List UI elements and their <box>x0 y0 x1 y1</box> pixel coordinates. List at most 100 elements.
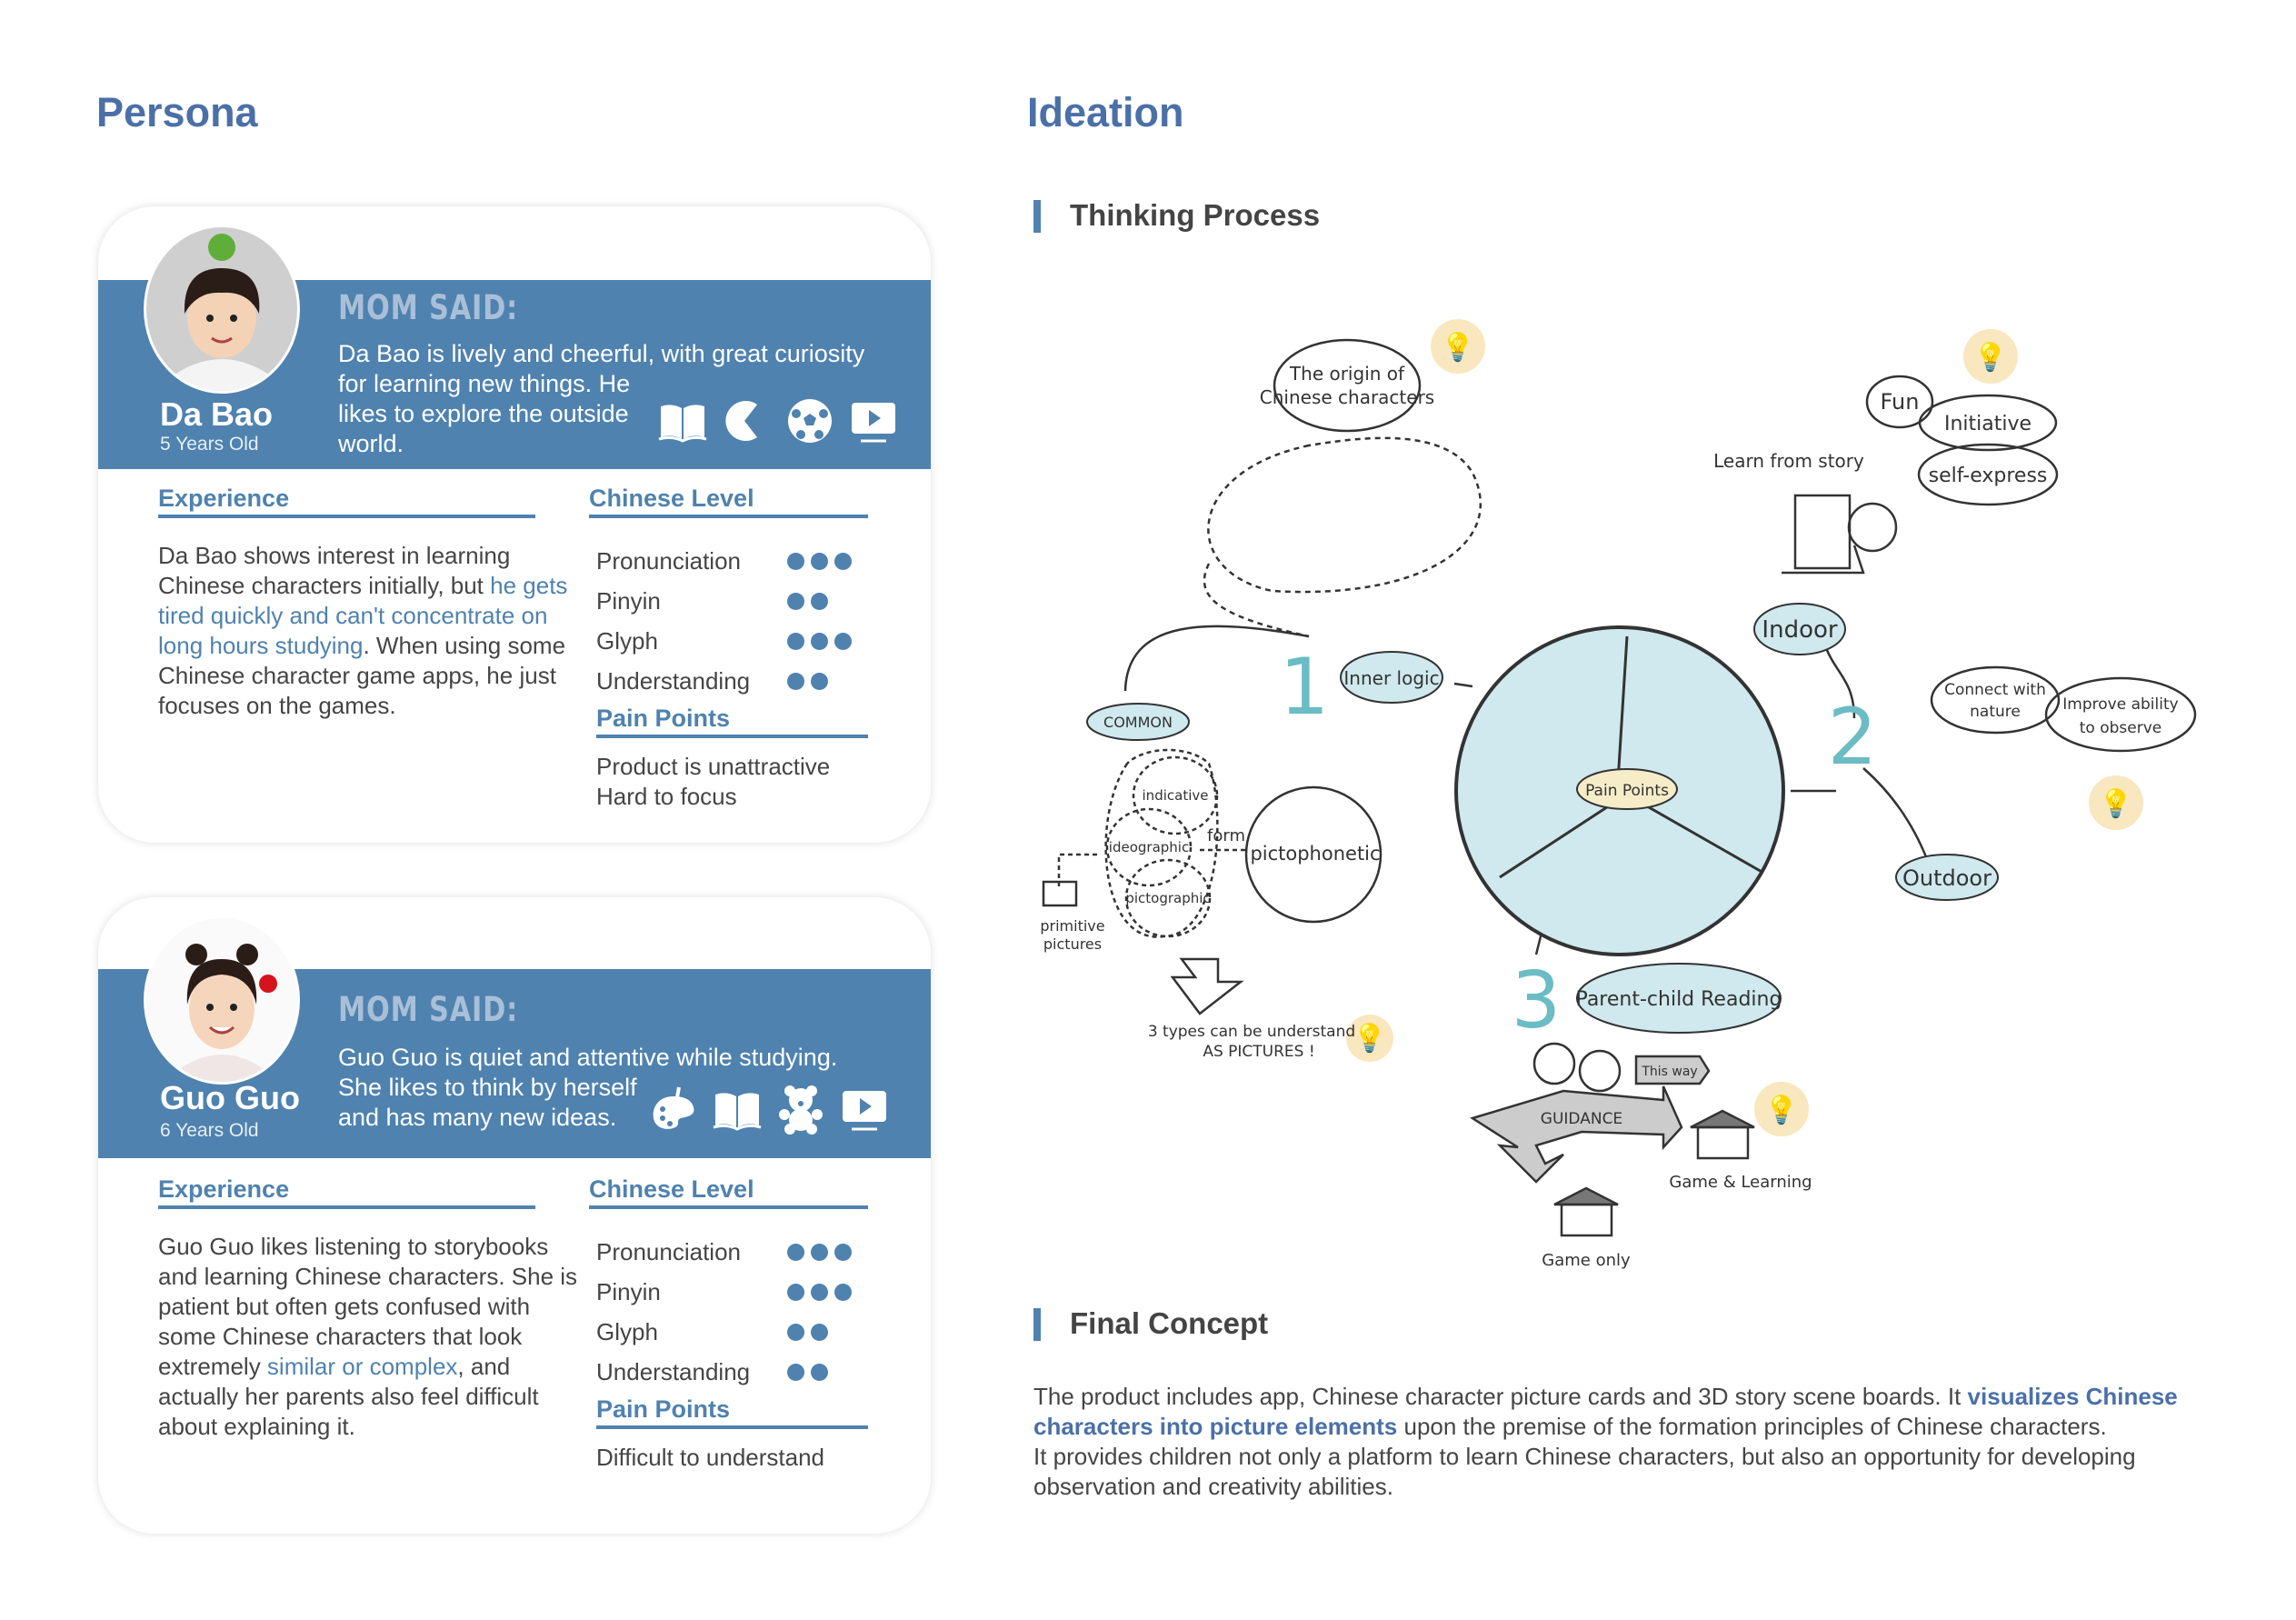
level-label: Glyph <box>596 1317 658 1345</box>
persona-age: 6 Years Old <box>160 1120 259 1141</box>
level-row: Glyph <box>596 621 852 661</box>
sketch-label: Game only <box>1542 1251 1631 1270</box>
sketch-label: 3 types can be understand <box>1148 1023 1355 1041</box>
level-label: Pinyin <box>596 586 661 615</box>
rating-dot <box>834 632 852 650</box>
avatar <box>144 225 300 394</box>
chinese-level-list: Pronunciation Pinyin Glyph Understanding <box>596 541 852 701</box>
sketch-label: Improve ability <box>2062 695 2178 714</box>
sketch-label: Connect with <box>1944 681 2046 699</box>
final-concept-heading: Final Concept <box>1033 1306 1268 1341</box>
description-line: Da Bao is lively and cheerful, with grea… <box>338 340 865 367</box>
svg-text:💡: 💡 <box>2099 787 2132 820</box>
rating-dot <box>787 1323 804 1341</box>
pain-point: Hard to focus <box>596 783 737 810</box>
rating-dot <box>834 552 852 570</box>
level-rating <box>787 1323 828 1341</box>
persona-card-da-bao: Da Bao 5 Years Old MOM SAID: Da Bao is l… <box>98 206 931 843</box>
soccer-ball-icon <box>784 395 835 446</box>
description-line: for learning new things. He <box>338 370 631 397</box>
sketch-label: form <box>1207 826 1245 845</box>
persona-description: Guo Guo is quiet and attentive while stu… <box>338 1043 893 1133</box>
pain-point: Difficult to understand <box>596 1444 824 1471</box>
highlighted-text: he gets tired quickly and can't concentr… <box>158 572 568 659</box>
rating-dot <box>787 592 804 610</box>
persona-description: Da Bao is lively and cheerful, with grea… <box>338 339 893 459</box>
rating-dot <box>811 1323 828 1341</box>
description-line: Guo Guo is quiet and attentive while stu… <box>338 1044 838 1071</box>
interest-icons <box>648 1084 890 1135</box>
sketch-label: Initiative <box>1944 413 2031 435</box>
sketch-label: ideographic <box>1109 839 1189 855</box>
level-rating <box>787 592 828 610</box>
svg-text:💡: 💡 <box>1353 1022 1386 1055</box>
pain-point: Product is unattractive <box>596 753 831 780</box>
final-concept-text: The product includes app, Chinese charac… <box>1033 1382 2215 1502</box>
experience-text: Da Bao shows interest in learning Chines… <box>158 541 585 721</box>
text-segment: Guo Guo likes listening to storybooks an… <box>158 1233 578 1380</box>
level-row: Pinyin <box>596 581 852 621</box>
pacman-icon <box>721 395 772 446</box>
persona-name: Da Bao <box>160 395 274 433</box>
thinking-process-sketch: 💡 💡 💡 💡 💡 The origin of Chinese characters F… <box>1040 319 2197 1270</box>
rating-dot <box>811 552 828 570</box>
level-row: Glyph <box>596 1312 852 1352</box>
level-rating <box>787 1283 852 1301</box>
avatar <box>144 915 300 1085</box>
level-row: Understanding <box>596 1352 852 1392</box>
experience-text: Guo Guo likes listening to storybooks an… <box>158 1232 585 1442</box>
level-rating <box>787 1243 852 1261</box>
sketch-label: nature <box>1970 703 2021 721</box>
sketch-label: COMMON <box>1103 714 1173 731</box>
rating-dot <box>787 1283 804 1301</box>
final-paragraph-1: The product includes app, Chinese charac… <box>1033 1382 2215 1442</box>
ideation-title: Ideation <box>1027 89 1184 135</box>
rating-dot <box>811 632 828 650</box>
sketch-label: Parent-child Reading <box>1576 988 1782 1011</box>
level-rating <box>787 552 852 570</box>
sketch-label: to observe <box>2080 719 2162 737</box>
rating-dot <box>834 1243 852 1261</box>
highlighted-text: similar or complex <box>266 1353 458 1380</box>
rating-dot <box>811 1243 828 1261</box>
mom-said-label: MOM SAID: <box>338 288 519 327</box>
sketch-label: self-express <box>1929 465 2048 487</box>
level-label: Pronunciation <box>596 1237 741 1265</box>
sketch-label: pictures <box>1043 935 1102 953</box>
sketch-label: Indoor <box>1762 616 1837 644</box>
persona-card-guo-guo: Guo Guo 6 Years Old MOM SAID: Guo Guo is… <box>98 897 931 1534</box>
experience-heading: Experience <box>158 1175 535 1209</box>
svg-text:💡: 💡 <box>1441 331 1474 364</box>
level-rating <box>787 632 852 650</box>
step-number: 2 <box>1828 692 1878 783</box>
pain-points-list: Product is unattractive Hard to focus <box>596 752 830 812</box>
sketch-label: primitive <box>1040 917 1104 935</box>
lightbulb-icon: 💡 💡 💡 💡 💡 <box>1353 331 2132 1126</box>
persona-title: Persona <box>96 89 258 135</box>
step-number: 1 <box>1280 642 1330 733</box>
description-line: She likes to think by herself <box>338 1074 637 1101</box>
rating-dot <box>811 672 828 690</box>
level-label: Pronunciation <box>596 546 741 575</box>
level-row: Pinyin <box>596 1272 852 1312</box>
text-segment: upon the premise of the formation princi… <box>1397 1413 2107 1440</box>
experience-heading: Experience <box>158 485 535 518</box>
description-line: likes to explore the outside <box>338 400 629 427</box>
description-line: and has many new ideas. <box>338 1104 617 1131</box>
thinking-process-heading: Thinking Process <box>1033 198 1320 233</box>
level-label: Understanding <box>596 1357 751 1385</box>
persona-age: 5 Years Old <box>160 434 259 455</box>
level-rating <box>787 1363 828 1381</box>
text-segment: Da Bao shows interest in learning Chines… <box>158 542 511 599</box>
rating-dot <box>787 552 804 570</box>
sketch-label: Outdoor <box>1902 865 1992 891</box>
palette-icon <box>648 1084 699 1135</box>
text-segment: , and actually her parents also feel dif… <box>158 1353 539 1440</box>
book-icon <box>657 395 708 446</box>
teddy-bear-icon <box>775 1084 826 1135</box>
sketch-label: pictophonetic <box>1250 843 1380 865</box>
rating-dot <box>811 1283 828 1301</box>
sketch-label: AS PICTURES ! <box>1203 1043 1314 1061</box>
sketch-label: Fun <box>1881 389 1920 415</box>
level-row: Pronunciation <box>596 1232 852 1272</box>
